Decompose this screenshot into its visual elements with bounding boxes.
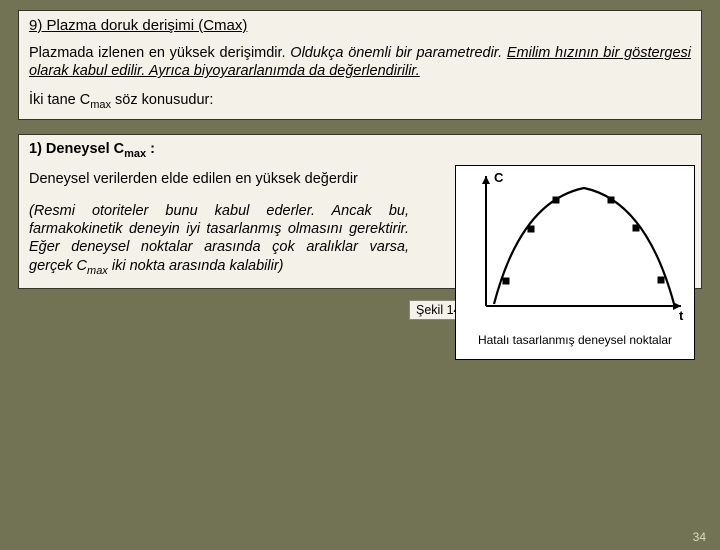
body-line1: Deneysel verilerden elde edilen en yükse… (29, 171, 358, 187)
svg-text:t: t (679, 308, 684, 323)
experimental-cmax-box: 1) Deneysel Cmax : Deneysel verilerden e… (18, 134, 702, 289)
svg-text:C: C (494, 170, 504, 185)
chart-caption: Hatalı tasarlanmış deneysel noktalar (456, 333, 694, 347)
experimental-body: Deneysel verilerden elde edilen en yükse… (29, 170, 409, 278)
subheading: 1) Deneysel Cmax : (29, 141, 691, 160)
definition-paragraph: Plazmada izlenen en yüksek derişimdir. O… (29, 44, 691, 80)
cmax-chart: Ct Hatalı tasarlanmış deneysel noktalar (455, 165, 695, 360)
chart-svg: Ct (456, 166, 696, 331)
para-italic: Oldukça önemli bir parametredir. (290, 45, 507, 61)
para-plain: Plazmada izlenen en yüksek derişimdir. (29, 45, 290, 61)
page-number: 34 (693, 530, 706, 544)
section-title: 9) Plazma doruk derişimi (Cmax) (29, 17, 691, 34)
definition-box: 9) Plazma doruk derişimi (Cmax) Plazmada… (18, 10, 702, 120)
cmax-sentence: İki tane Cmax söz konusudur: (29, 92, 691, 111)
body-italic: (Resmi otoriteler bunu kabul ederler. An… (29, 202, 409, 278)
